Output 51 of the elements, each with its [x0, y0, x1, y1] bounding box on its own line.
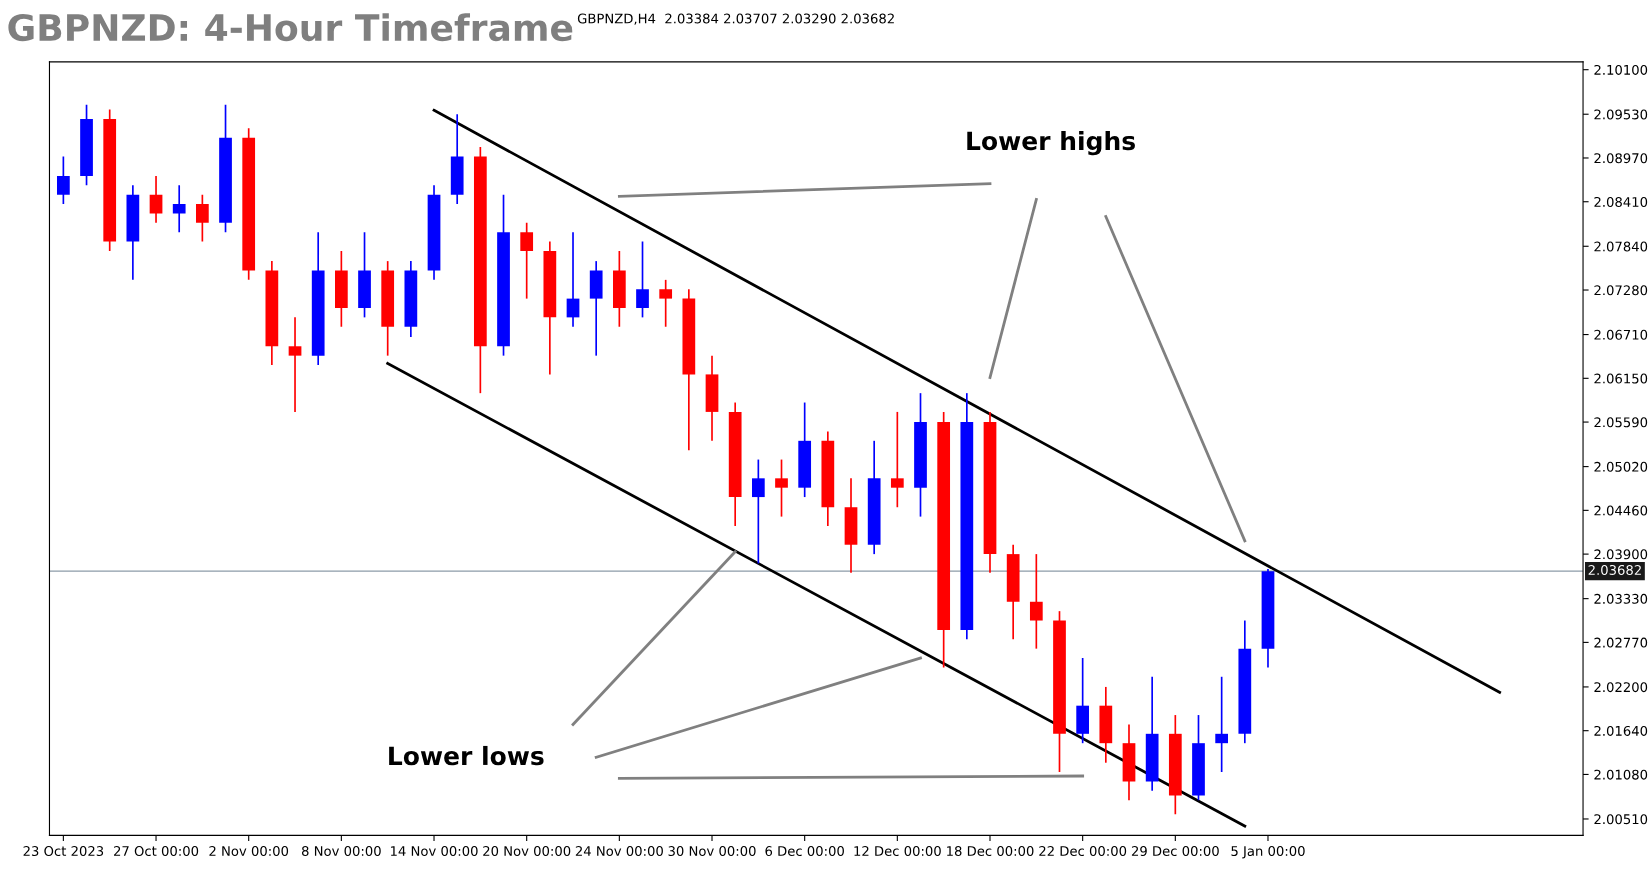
y-tick-label: 2.06150: [1594, 373, 1648, 384]
x-tick-label: 22 Dec 00:00: [1039, 846, 1127, 857]
x-tick-label: 8 Nov 00:00: [301, 846, 381, 857]
y-tick-label: 2.03330: [1594, 593, 1648, 604]
y-tick-label: 2.08970: [1594, 153, 1648, 164]
candlestick: [149, 175, 163, 224]
x-tick-label: 30 Nov 00:00: [668, 846, 756, 857]
y-tick-label: 2.01640: [1594, 725, 1648, 736]
y-tick-label: 2.05590: [1594, 417, 1648, 428]
y-tick-label: 2.04460: [1594, 505, 1648, 516]
candlestick: [195, 193, 209, 243]
candlestick: [659, 279, 673, 328]
y-tick-label: 2.02200: [1594, 682, 1648, 693]
x-tick-label: 6 Dec 00:00: [765, 846, 844, 857]
x-tick-label: 29 Dec 00:00: [1131, 846, 1219, 857]
candlestick: [751, 458, 765, 565]
x-tick-label: 23 Oct 2023: [23, 846, 104, 857]
annotation: Lower lows: [389, 745, 544, 766]
y-tick-label: 2.08410: [1594, 196, 1648, 207]
candlestick: [520, 221, 534, 300]
candlestick: [288, 316, 302, 413]
y-tick-label: 2.00510: [1594, 814, 1648, 825]
candlestick: [1029, 553, 1043, 650]
ref-line-label: 2.03682: [1588, 564, 1641, 575]
candlestick: [636, 240, 649, 319]
y-tick-label: 2.07280: [1594, 285, 1648, 296]
x-tick-label: 18 Dec 00:00: [947, 846, 1034, 857]
y-tick-label: 2.02770: [1594, 637, 1648, 648]
y-tick-label: 2.07840: [1594, 241, 1648, 252]
text: GBPNZD,H4 2.03384 2.03707 2.03290 2.03682: [577, 13, 894, 25]
y-tick-label: 2.06710: [1594, 329, 1648, 340]
y-tick-label: 2.03900: [1594, 549, 1648, 560]
candlestick: [566, 231, 580, 328]
annotation: Lower highs: [967, 130, 1135, 156]
candlestick: [57, 155, 70, 205]
x-tick-label: 27 Oct 00:00: [113, 846, 199, 857]
candlestick: [172, 184, 186, 234]
x-tick-label: 5 Jan 00:00: [1231, 846, 1305, 859]
candlestick: [890, 411, 904, 509]
y-tick-label: 2.09530: [1594, 109, 1648, 120]
y-tick-label: 2.05020: [1594, 461, 1648, 472]
candlestick: [1215, 675, 1229, 773]
x-tick-label: 24 Nov 00:00: [575, 846, 663, 857]
y-tick-label: 2.10100: [1594, 64, 1648, 75]
y-tick-label: 2.01080: [1594, 769, 1648, 780]
x-tick-label: 20 Nov 00:00: [483, 846, 571, 857]
x-tick-label: 12 Dec 00:00: [854, 846, 941, 857]
candlestick: [775, 458, 788, 518]
chart-title: GBPNZD: 4-Hour Timeframe: [8, 13, 573, 42]
x-tick-label: 14 Nov 00:00: [390, 846, 478, 857]
x-tick-label: 2 Nov 00:00: [209, 846, 289, 857]
